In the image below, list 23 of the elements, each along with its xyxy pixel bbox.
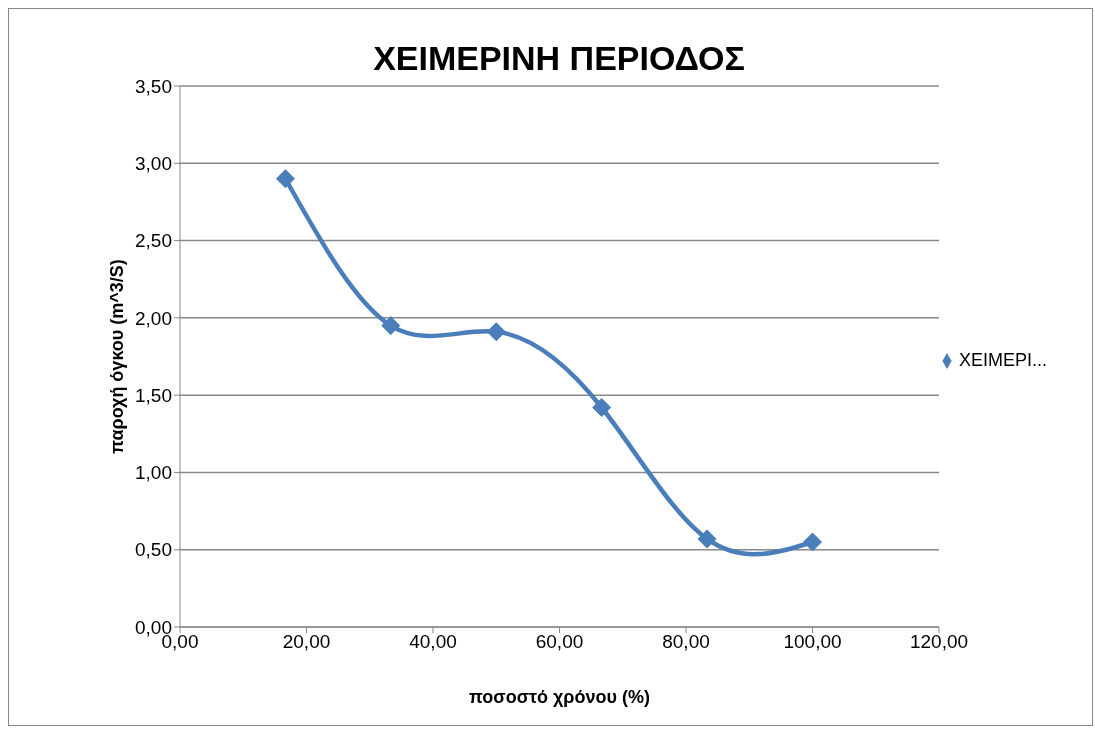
- y-tick-label: 0,50: [135, 539, 172, 561]
- x-tick-label: 120,00: [909, 631, 969, 653]
- point: [803, 532, 822, 552]
- y-tick-label: 2,00: [135, 307, 172, 329]
- x-tick-label: 40,00: [409, 631, 457, 653]
- y-axis-title: παροχή όγκου (m^3/S): [107, 259, 128, 454]
- y-tick-label: 1,00: [135, 462, 172, 484]
- x-tick-label: 80,00: [662, 631, 710, 653]
- y-tick-label: 3,00: [135, 153, 172, 175]
- point: [592, 398, 612, 418]
- x-tick-label: 20,00: [282, 631, 331, 653]
- y-tick-label: 2,50: [135, 230, 172, 252]
- point: [275, 169, 295, 189]
- y-tick-label: 1,50: [135, 384, 172, 406]
- point: [486, 322, 506, 342]
- x-tick-label: 100,00: [783, 631, 842, 653]
- point: [381, 316, 401, 336]
- legend-label: ΧΕΙΜΕΡΙ...: [959, 349, 1048, 370]
- x-axis-title: ποσοστό χρόνου (%): [469, 687, 650, 707]
- point: [697, 529, 717, 549]
- x-tick-label: 60,00: [535, 631, 584, 653]
- chart-title: ΧΕΙΜΕΡΙΝΗ ΠΕΡΙΟΔΟΣ: [372, 39, 746, 78]
- y-tick-label: 3,50: [135, 75, 172, 97]
